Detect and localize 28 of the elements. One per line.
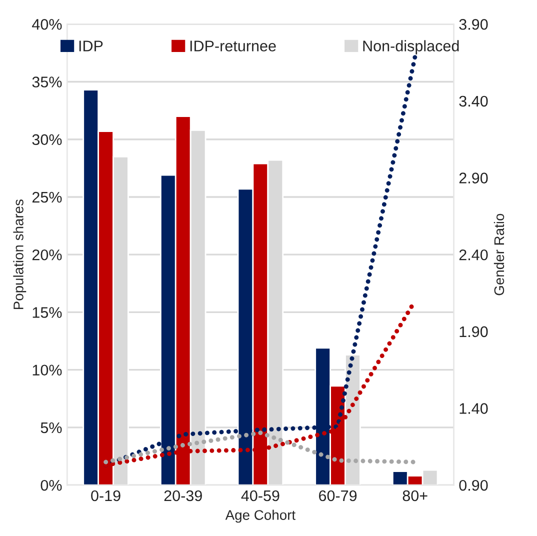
y-tick-label: 10% [32, 364, 62, 376]
y-tick-label: 15% [32, 307, 62, 318]
line-series [104, 430, 418, 464]
y2-tick-label: 3.90 [459, 18, 488, 30]
y-tick-label: 30% [32, 134, 62, 146]
y-tick-label: 35% [32, 76, 62, 88]
y2-axis-title: Gender Ratio [494, 214, 504, 296]
legend-label: IDP [79, 40, 103, 52]
x-tick-label: 40-59 [241, 490, 280, 502]
y2-tick-label: 1.90 [460, 326, 488, 338]
y2-tick-label: 0.90 [459, 480, 488, 491]
x-tick-label: 0-19 [91, 490, 120, 502]
y2-tick-label: 2.40 [459, 249, 488, 260]
x-axis-title: Age Cohort [225, 510, 296, 523]
legend-label: IDP-returnee [190, 40, 276, 52]
y2-tick-label: 1.40 [460, 403, 488, 414]
y-tick-label: 5% [40, 422, 62, 434]
y-tick-label: 40% [32, 18, 62, 30]
x-tick-label: 80+ [402, 490, 428, 502]
y2-tick-label: 2.90 [459, 172, 488, 184]
x-tick-label: 20-39 [164, 490, 202, 502]
y-tick-label: 20% [32, 249, 62, 260]
y2-tick-label: 3.40 [459, 96, 488, 107]
y-tick-label: 25% [32, 192, 62, 203]
x-tick-label: 60-79 [319, 490, 357, 502]
y-axis-title: Population shares [13, 200, 26, 310]
legend-label: Non-displaced [363, 40, 459, 54]
y-tick-label: 0% [40, 480, 62, 491]
